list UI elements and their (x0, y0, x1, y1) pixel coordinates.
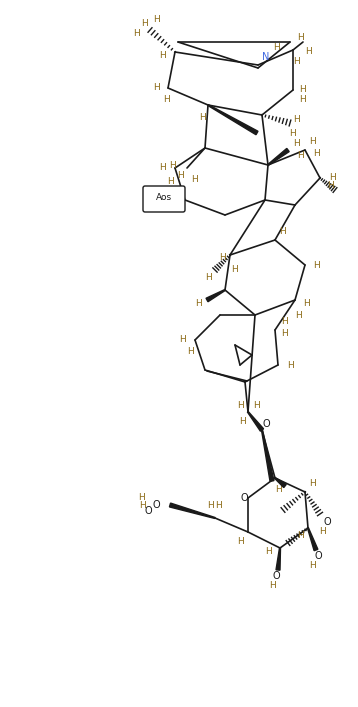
Text: H: H (276, 486, 282, 494)
Text: H: H (237, 537, 243, 547)
Text: H: H (192, 175, 198, 185)
Text: Aos: Aos (156, 194, 172, 202)
Text: H: H (320, 527, 326, 537)
Text: H: H (163, 95, 169, 105)
Text: H: H (282, 317, 289, 327)
Text: H: H (160, 163, 166, 173)
Polygon shape (261, 430, 274, 481)
Text: H: H (309, 561, 315, 571)
Text: H: H (178, 172, 184, 180)
Text: H: H (205, 272, 211, 281)
Text: H: H (306, 47, 313, 57)
Text: H: H (188, 348, 194, 356)
Text: H: H (237, 402, 243, 411)
Text: H: H (273, 42, 279, 52)
Text: H: H (282, 329, 289, 339)
Text: H: H (314, 149, 320, 158)
Text: H: H (153, 83, 159, 93)
Text: H: H (253, 402, 260, 411)
Text: H: H (310, 137, 316, 146)
Text: H: H (268, 581, 275, 590)
Polygon shape (276, 548, 281, 570)
Polygon shape (308, 528, 318, 551)
Text: H: H (296, 310, 303, 320)
FancyBboxPatch shape (143, 186, 185, 212)
Text: H: H (297, 151, 303, 160)
Polygon shape (275, 478, 286, 488)
Polygon shape (268, 148, 289, 165)
Text: H: H (326, 182, 333, 190)
Text: H: H (265, 547, 271, 556)
Text: H: H (329, 173, 335, 182)
Text: H: H (310, 479, 316, 489)
Text: N: N (262, 52, 270, 62)
Text: H: H (168, 177, 174, 187)
Text: H: H (199, 112, 205, 122)
Text: H: H (300, 95, 306, 105)
Text: H: H (170, 161, 176, 170)
Polygon shape (208, 105, 258, 135)
Text: O: O (144, 506, 152, 516)
Text: H: H (139, 501, 145, 510)
Text: O: O (152, 500, 160, 510)
Text: H: H (304, 300, 310, 308)
Text: H: H (208, 501, 214, 510)
Text: O: O (323, 517, 331, 527)
Text: H: H (231, 264, 237, 274)
Text: O: O (314, 551, 322, 561)
Text: H: H (154, 16, 160, 25)
Text: H: H (216, 501, 222, 510)
Text: H: H (289, 129, 295, 137)
Text: H: H (134, 30, 140, 38)
Text: H: H (280, 228, 286, 237)
Text: H: H (180, 336, 187, 344)
Text: H: H (297, 532, 303, 540)
Text: H: H (300, 86, 306, 95)
Text: H: H (142, 20, 148, 28)
Text: H: H (138, 493, 145, 502)
Text: H: H (314, 260, 320, 269)
Text: H: H (294, 115, 300, 124)
Text: H: H (160, 52, 166, 61)
Text: O: O (262, 419, 270, 429)
Text: H: H (239, 418, 245, 426)
Text: O: O (272, 571, 280, 581)
Text: O: O (240, 493, 248, 503)
Polygon shape (248, 411, 263, 431)
Text: H: H (294, 57, 300, 66)
Polygon shape (169, 503, 215, 518)
Text: H: H (297, 33, 304, 42)
Text: H: H (219, 252, 226, 262)
Polygon shape (206, 290, 225, 302)
Text: H: H (195, 300, 202, 308)
Text: H: H (287, 361, 293, 370)
Text: H: H (292, 139, 299, 148)
